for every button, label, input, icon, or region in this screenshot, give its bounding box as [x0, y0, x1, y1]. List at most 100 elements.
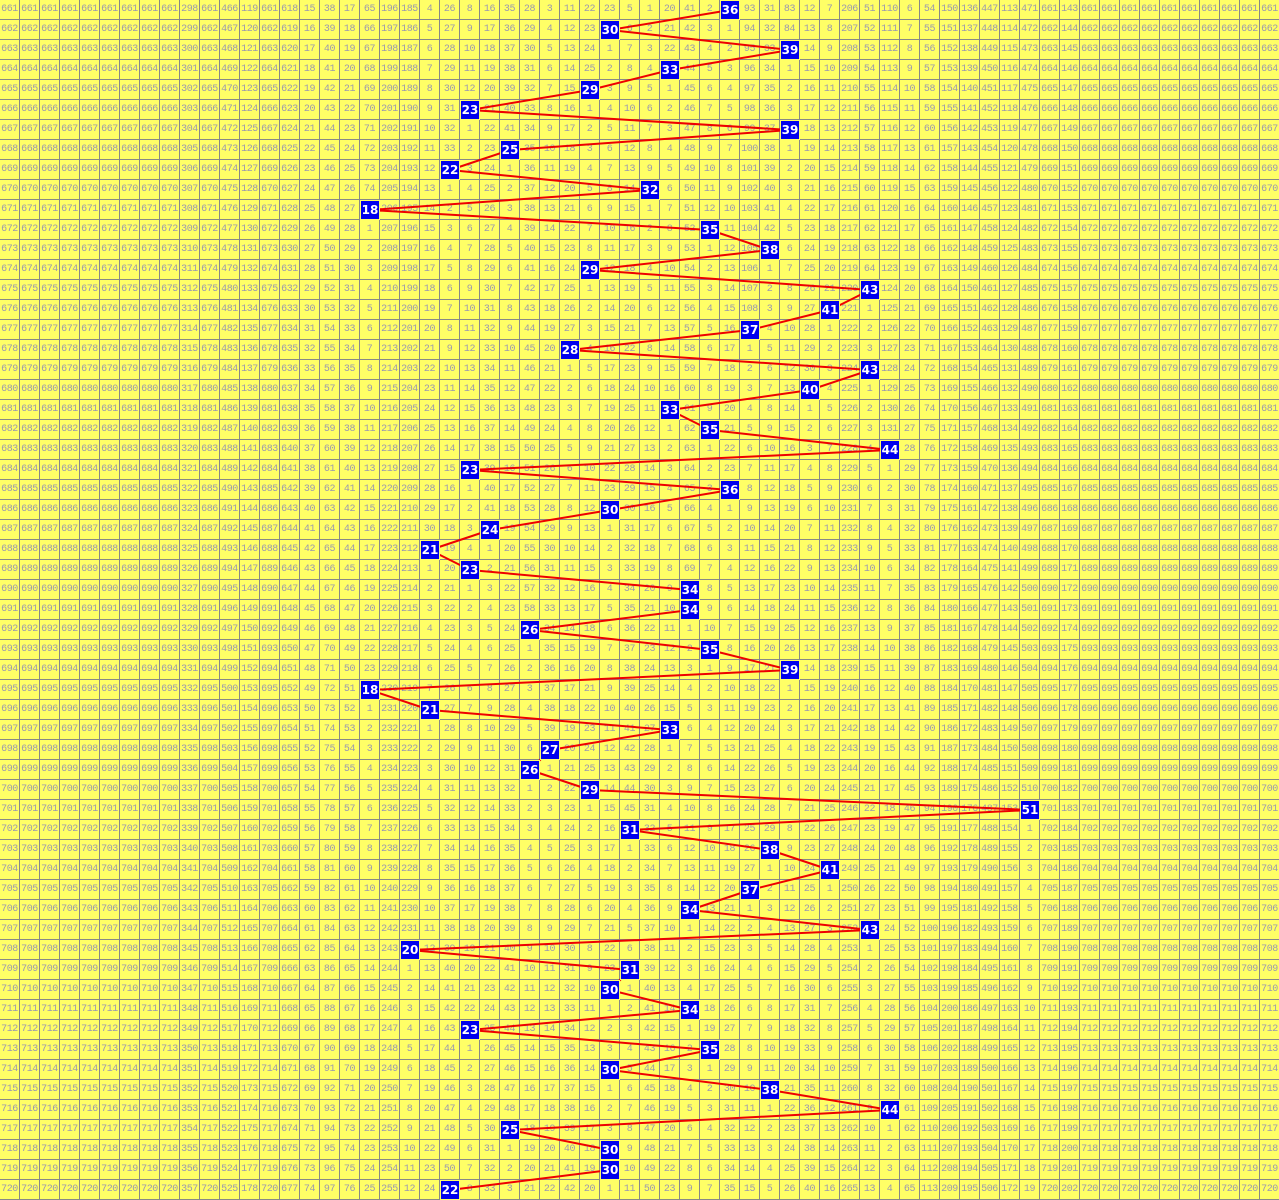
omission-cell: 684 — [40, 460, 60, 480]
omission-cell: 24 — [820, 780, 840, 800]
omission-cell: 670 — [60, 180, 80, 200]
omission-cell: 665 — [1160, 80, 1180, 100]
omission-cell: 11 — [900, 100, 920, 120]
omission-cell: 687 — [1120, 520, 1140, 540]
omission-cell: 90 — [320, 1040, 340, 1060]
omission-cell: 711 — [60, 1000, 80, 1020]
omission-cell: 688 — [80, 540, 100, 560]
omission-cell: 260 — [840, 1080, 860, 1100]
omission-cell: 80 — [320, 840, 340, 860]
omission-cell: 689 — [80, 560, 100, 580]
omission-cell: 152 — [940, 40, 960, 60]
omission-cell: 331 — [180, 660, 200, 680]
omission-cell: 117 — [1000, 80, 1020, 100]
omission-cell: 1 — [660, 80, 680, 100]
omission-cell: 661 — [20, 0, 40, 20]
omission-cell: 56 — [920, 40, 940, 60]
omission-cell: 629 — [280, 220, 300, 240]
omission-cell: 22 — [780, 560, 800, 580]
omission-cell: 661 — [80, 0, 100, 20]
omission-cell: 668 — [1140, 140, 1160, 160]
omission-cell: 703 — [40, 840, 60, 860]
omission-cell: 16 — [900, 200, 920, 220]
omission-cell: 15 — [820, 1160, 840, 1180]
omission-cell: 39 — [760, 160, 780, 180]
omission-cell: 11 — [780, 340, 800, 360]
omission-cell: 669 — [100, 160, 120, 180]
omission-cell: 65 — [360, 0, 380, 20]
omission-cell: 8 — [700, 580, 720, 600]
omission-cell: 189 — [1060, 920, 1080, 940]
omission-cell: 666 — [1200, 100, 1220, 120]
omission-cell: 664 — [280, 920, 300, 940]
omission-cell: 3 — [480, 580, 500, 600]
omission-cell: 22 — [720, 920, 740, 940]
omission-cell: 715 — [100, 1080, 120, 1100]
omission-cell: 56 — [520, 560, 540, 580]
omission-cell: 712 — [0, 1020, 20, 1040]
omission-cell: 669 — [1100, 160, 1120, 180]
omission-cell: 181 — [960, 900, 980, 920]
omission-cell: 12 — [820, 540, 840, 560]
omission-cell: 11 — [560, 560, 580, 580]
omission-cell: 510 — [1020, 780, 1040, 800]
omission-cell: 675 — [140, 280, 160, 300]
omission-cell: 707 — [60, 920, 80, 940]
omission-cell: 11 — [860, 580, 880, 600]
omission-cell: 719 — [1040, 1160, 1060, 1180]
omission-cell: 12 — [680, 840, 700, 860]
omission-cell: 10 — [560, 540, 580, 560]
omission-cell: 324 — [180, 520, 200, 540]
omission-cell: 25 — [780, 620, 800, 640]
omission-cell: 663 — [1240, 40, 1260, 60]
omission-cell: 73 — [320, 700, 340, 720]
omission-cell: 707 — [140, 920, 160, 940]
omission-cell: 708 — [1140, 940, 1160, 960]
omission-cell: 676 — [1180, 300, 1200, 320]
omission-cell: 349 — [180, 1020, 200, 1040]
omission-cell: 685 — [1240, 480, 1260, 500]
omission-cell: 708 — [100, 940, 120, 960]
omission-cell: 480 — [980, 660, 1000, 680]
omission-cell: 709 — [140, 960, 160, 980]
omission-cell: 715 — [200, 1080, 220, 1100]
omission-cell: 19 — [540, 1120, 560, 1140]
omission-cell: 221 — [380, 500, 400, 520]
omission-cell: 11 — [1020, 1020, 1040, 1040]
omission-cell: 671 — [1200, 200, 1220, 220]
omission-cell: 709 — [40, 960, 60, 980]
omission-cell: 36 — [500, 20, 520, 40]
omission-cell: 152 — [960, 320, 980, 340]
omission-cell: 99 — [740, 120, 760, 140]
omission-cell: 10 — [760, 440, 780, 460]
hit-cell: 30 — [600, 980, 620, 1000]
omission-cell: 24 — [500, 620, 520, 640]
omission-cell: 5 — [700, 320, 720, 340]
omission-cell: 29 — [340, 240, 360, 260]
omission-cell: 11 — [880, 660, 900, 680]
omission-cell: 1 — [800, 400, 820, 420]
omission-cell: 676 — [260, 300, 280, 320]
omission-cell: 3 — [600, 560, 620, 580]
omission-cell: 22 — [600, 940, 620, 960]
omission-cell: 713 — [1080, 1040, 1100, 1060]
omission-cell: 5 — [520, 720, 540, 740]
omission-cell: 1 — [460, 120, 480, 140]
omission-cell: 140 — [1000, 540, 1020, 560]
omission-cell: 132 — [240, 260, 260, 280]
omission-cell: 6 — [680, 720, 700, 740]
omission-cell: 15 — [620, 200, 640, 220]
omission-cell: 5 — [700, 520, 720, 540]
omission-cell: 7 — [360, 340, 380, 360]
omission-cell: 214 — [840, 160, 860, 180]
omission-cell: 688 — [1200, 540, 1220, 560]
omission-cell: 681 — [1040, 400, 1060, 420]
omission-cell: 715 — [1260, 1080, 1279, 1100]
omission-cell: 61 — [920, 140, 940, 160]
omission-cell: 690 — [100, 580, 120, 600]
omission-cell: 471 — [220, 100, 240, 120]
omission-cell: 61 — [680, 400, 700, 420]
omission-cell: 683 — [1180, 440, 1200, 460]
omission-cell: 170 — [1000, 1140, 1020, 1160]
omission-cell: 145 — [1060, 40, 1080, 60]
